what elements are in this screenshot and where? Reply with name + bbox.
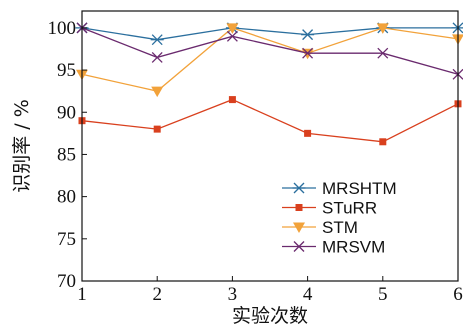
data-point [301,29,315,41]
y-tick-label: 80 [57,187,76,208]
series-stm [76,23,463,98]
legend-item: STuRR [282,199,377,218]
plot-frame [81,10,459,282]
x-tick-label: 2 [152,284,162,305]
y-tick-label: 70 [57,271,76,292]
data-point [379,138,387,146]
data-point [451,22,463,34]
legend-item: MRSVM [282,238,385,257]
legend-item: MRSHTM [282,179,397,198]
legend-item: STM [282,218,358,237]
data-point [153,125,161,133]
data-point [304,129,312,137]
legend-label: STM [322,218,358,237]
data-point [151,51,163,63]
data-point [226,23,239,34]
data-point [226,30,238,42]
y-tick-label: 100 [48,18,77,39]
y-tick-label: 95 [57,60,76,81]
ticks-layer: 1 2 3 4 5 6 70 75 80 85 90 95 100 [48,18,463,305]
data-point [376,23,389,34]
x-tick-label: 5 [378,284,388,305]
legend-label: MRSVM [322,238,385,257]
series-layer [75,22,463,146]
legend-marker [292,182,306,194]
y-tick-label: 90 [57,102,76,123]
data-point [151,86,164,98]
legend-marker [293,241,305,252]
legend-label: STuRR [322,199,377,218]
legend-marker [293,222,305,233]
data-point [150,34,164,46]
series-line [81,27,459,75]
series-sturr [78,96,462,146]
y-tick-label: 75 [57,229,76,250]
data-point [302,47,314,59]
series-line [81,27,458,41]
series-line [81,27,459,92]
series-line [81,98,459,143]
x-tick-label: 4 [303,284,313,305]
x-tick-label: 6 [453,284,463,305]
y-tick-label: 85 [57,144,76,165]
legend-marker [295,204,303,211]
data-point [228,96,236,104]
x-tick-label: 1 [77,284,87,305]
x-axis-title: 实验次数 [232,305,308,326]
series-mrshtm [75,22,463,46]
data-point [377,47,389,59]
x-tick-label: 3 [228,284,238,305]
legend-label: MRSHTM [322,179,397,198]
y-axis-title: 识别率 / % [11,99,33,193]
